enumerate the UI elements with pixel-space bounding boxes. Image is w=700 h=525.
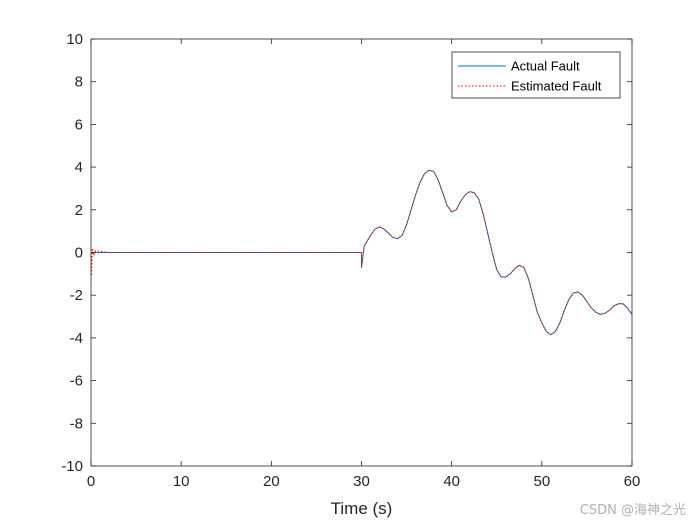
series-line-actual-fault [91,169,633,336]
y-tick-label: 6 [75,116,83,133]
y-tick-label: 2 [75,202,83,219]
y-tick-label: -4 [70,330,83,347]
x-axis-label: Time (s) [331,499,393,518]
legend-box [451,51,621,99]
y-tick-label: -2 [70,287,83,304]
legend-label-actual-fault: Actual Fault [511,59,580,74]
y-tick-label: 0 [75,245,83,262]
x-tick-label: 60 [624,473,641,490]
watermark-text: CSDN @海神之光 [580,503,686,518]
legend-label-estimated-fault: Estimated Fault [511,79,602,94]
y-tick-label: -8 [70,415,83,432]
x-tick-label: 20 [263,473,280,490]
x-tick-label: 30 [353,473,370,490]
x-tick-label: 0 [87,473,95,490]
y-tick-label: -10 [61,458,83,475]
y-tick-label: 8 [75,74,83,91]
y-tick-label: 4 [75,159,83,176]
y-tick-label: -6 [70,373,83,390]
legend: Actual Fault Estimated Fault [451,51,621,99]
x-tick-label: 50 [533,473,550,490]
series-line-estimated-fault [90,169,633,336]
series-layer [90,169,633,336]
x-tick-label: 10 [173,473,190,490]
y-tick-label: 10 [66,31,83,48]
axes-box [90,38,633,467]
x-tick-label: 40 [443,473,460,490]
